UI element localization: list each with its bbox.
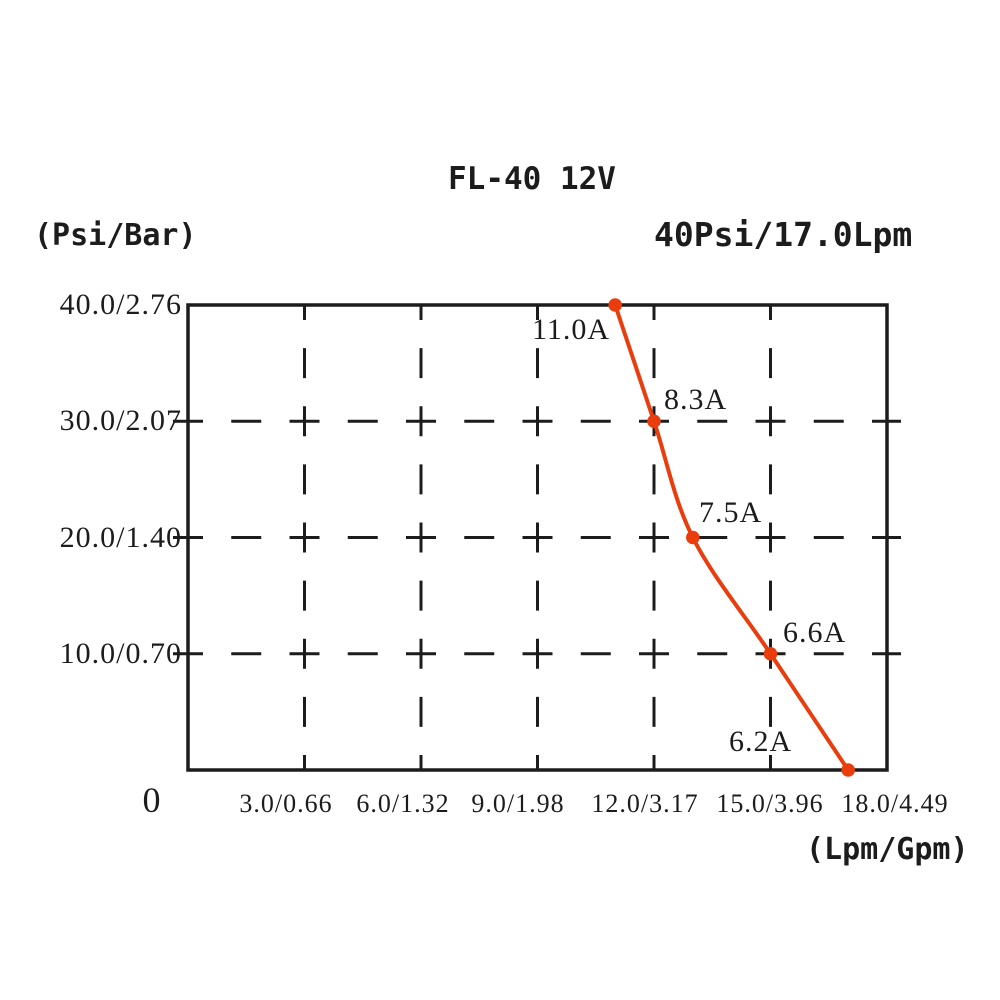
x-tick-label-3: 3.0/0.66	[239, 789, 333, 818]
x-tick-label-12: 12.0/3.17	[591, 789, 699, 818]
x-tick-label-15: 15.0/3.96	[716, 789, 824, 818]
y-tick-label-40: 40.0/2.76	[59, 288, 182, 321]
y-tick-label-20: 20.0/1.40	[59, 521, 182, 554]
x-tick-label-9: 9.0/1.98	[471, 789, 565, 818]
data-point-marker	[763, 646, 778, 661]
vertical-gridlines	[303, 305, 772, 770]
x-axis-unit-label: (Lpm/Gpm)	[806, 832, 969, 867]
y-tick-label-30: 30.0/2.07	[59, 404, 182, 437]
origin-label: 0	[142, 780, 162, 820]
data-point-marker	[647, 414, 661, 429]
current-annotation-7-5a: 7.5A	[699, 496, 763, 529]
data-point-marker	[841, 763, 855, 777]
x-tick-label-6: 6.0/1.32	[356, 789, 450, 818]
data-point-marker	[608, 298, 622, 312]
current-annotation-8-3a: 8.3A	[664, 383, 728, 416]
data-point-marker	[686, 530, 700, 545]
chart-title: FL-40 12V	[448, 161, 616, 197]
plot-frame	[186, 303, 889, 772]
performance-curve	[608, 298, 855, 777]
y-tick-label-10: 10.0/0.70	[59, 637, 182, 670]
current-annotation-6-6a: 6.6A	[783, 616, 847, 649]
max-rating-label: 40Psi/17.0Lpm	[654, 215, 913, 254]
x-tick-label-18: 18.0/4.49	[841, 789, 949, 818]
y-axis-unit-label: (Psi/Bar)	[34, 218, 197, 253]
current-annotation-11-0a: 11.0A	[531, 313, 610, 346]
current-annotation-6-2a: 6.2A	[729, 725, 793, 758]
